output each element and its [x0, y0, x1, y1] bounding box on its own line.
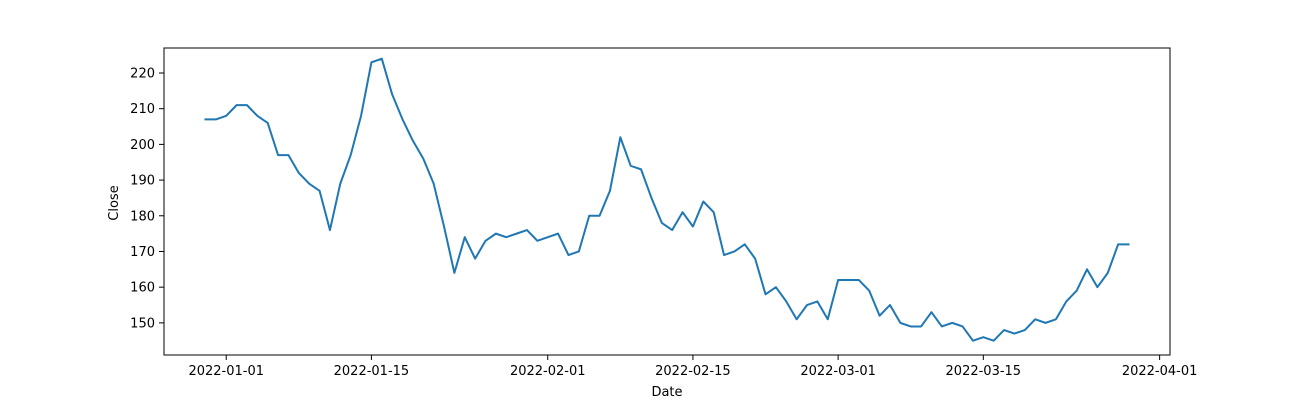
- y-tick-label: 210: [130, 102, 155, 117]
- y-tick-label: 180: [130, 209, 155, 224]
- x-tick-label: 2022-02-01: [510, 364, 586, 379]
- y-tick-label: 190: [130, 174, 155, 189]
- y-tick-label: 220: [130, 66, 155, 81]
- x-axis-label: Date: [651, 385, 682, 400]
- y-tick-label: 170: [130, 245, 155, 260]
- plot-frame: [163, 47, 1171, 356]
- x-axis: 2022-01-01 2022-01-15 2022-02-01 2022-02-15…: [188, 355, 1197, 379]
- y-tick-label: 150: [130, 316, 155, 331]
- y-tick-label: 200: [130, 138, 155, 153]
- x-tick-label: 2022-03-01: [800, 364, 876, 379]
- y-axis: 150 160 170 180 190 200 210 220: [130, 66, 164, 331]
- x-tick-label: 2022-02-15: [655, 364, 731, 379]
- plot-layer: [204, 57, 1130, 342]
- y-tick-label: 160: [130, 281, 155, 296]
- x-tick-label: 2022-03-15: [946, 364, 1022, 379]
- series-line-0: [204, 57, 1130, 342]
- x-tick-label: 2022-04-01: [1122, 364, 1198, 379]
- x-tick-label: 2022-01-15: [334, 364, 410, 379]
- y-axis-label: Close: [107, 185, 122, 220]
- x-tick-label: 2022-01-01: [188, 364, 264, 379]
